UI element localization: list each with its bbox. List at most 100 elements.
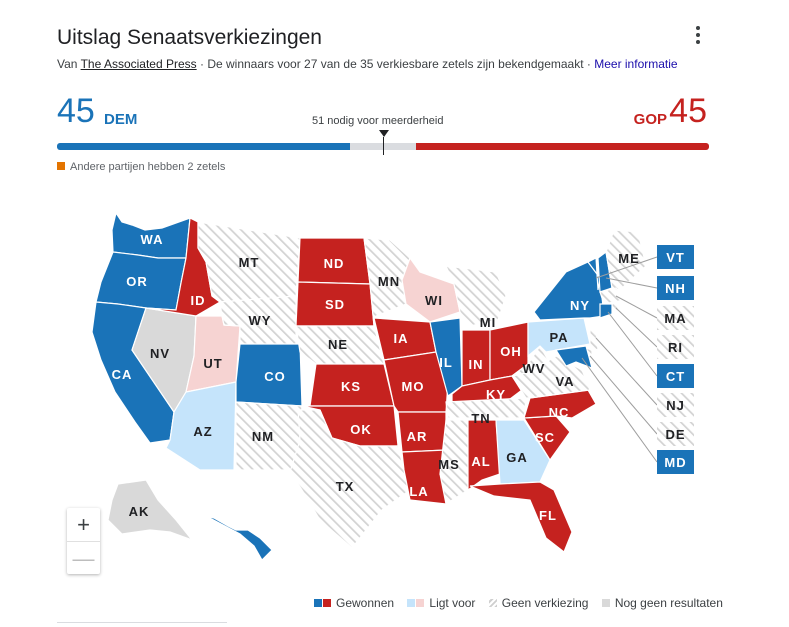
source-prefix: Van [57, 57, 78, 71]
state-label-nd: ND [324, 256, 345, 271]
callout-line-de [589, 355, 658, 435]
state-ga[interactable] [495, 419, 551, 485]
callout-box-vt[interactable] [657, 245, 694, 269]
bottom-divider [57, 622, 227, 623]
state-wv[interactable] [511, 344, 549, 377]
state-label-id: ID [191, 293, 206, 308]
page-title: Uitslag Senaatsverkiezingen [57, 26, 322, 49]
others-note: Andere partijen hebben 2 zetels [57, 161, 225, 173]
callout-box-md[interactable] [657, 450, 694, 474]
state-label-ga: GA [506, 450, 528, 465]
legend-swatch-hatch [488, 598, 497, 607]
callout-line-vt [595, 256, 658, 279]
state-label-mo: MO [402, 379, 425, 394]
state-wi[interactable] [401, 256, 461, 323]
legend-swatch-gop [323, 598, 331, 607]
callout-line-ri [615, 307, 658, 348]
state-ms[interactable] [439, 419, 469, 505]
state-nj[interactable] [589, 320, 599, 351]
state-label-tx: TX [336, 479, 355, 494]
zoom-out-button[interactable]: — [72, 546, 95, 571]
callout-box-ri[interactable] [657, 335, 694, 359]
state-al[interactable] [467, 419, 501, 492]
state-label-ms: MS [438, 457, 460, 472]
state-label-la: LA [409, 484, 428, 499]
state-ca[interactable] [91, 301, 175, 444]
state-label-oh: OH [500, 344, 522, 359]
dem-label: DEM [104, 111, 138, 128]
legend-won-label: Gewonnen [336, 596, 395, 610]
majority-marker-icon [379, 130, 389, 137]
more-info-link[interactable]: Meer informatie [594, 57, 678, 71]
state-label-ak: AK [129, 504, 150, 519]
majority-text: 51 nodig voor meerderheid [312, 115, 444, 127]
legend-leading-label: Ligt voor [429, 596, 476, 610]
state-label-ia: IA [394, 331, 409, 346]
source-link[interactable]: The Associated Press [80, 57, 197, 71]
state-label-il: IL [439, 355, 453, 370]
callout-box-ct[interactable] [657, 364, 694, 388]
state-ak[interactable] [107, 479, 194, 542]
legend-swatch-dem-lean [407, 598, 416, 607]
legend-no-election: Geen verkiezing [488, 596, 589, 610]
callout-label-de: DE [665, 427, 685, 442]
state-hi[interactable] [205, 515, 273, 561]
state-label-wa: WA [141, 232, 164, 247]
state-label-wi: WI [425, 293, 443, 308]
state-label-wv: WV [523, 361, 546, 376]
seat-bar-dem [57, 143, 351, 150]
legend: Gewonnen Ligt voor Geen verkiezing Nog g… [314, 596, 733, 610]
legend-no-results-label: Nog geen resultaten [614, 596, 723, 610]
state-label-ks: KS [341, 379, 361, 394]
state-label-hi: HI [229, 545, 244, 560]
callout-label-ct: CT [666, 369, 685, 384]
state-fl[interactable] [469, 481, 573, 553]
state-label-ca: CA [112, 367, 133, 382]
callout-label-nh: NH [665, 281, 686, 296]
legend-swatch-no-results [601, 598, 610, 607]
state-label-tn: TN [471, 411, 490, 426]
legend-swatch-dem [314, 598, 322, 607]
callout-line-ma [615, 295, 658, 319]
state-label-ar: AR [407, 429, 428, 444]
callout-box-nj[interactable] [657, 393, 694, 417]
state-label-az: AZ [193, 424, 212, 439]
legend-leading: Ligt voor [407, 596, 475, 610]
others-square-icon [57, 162, 65, 171]
state-label-co: CO [264, 369, 286, 384]
state-ct[interactable] [599, 303, 613, 319]
callout-label-nj: NJ [666, 398, 685, 413]
state-label-nv: NV [150, 346, 170, 361]
state-label-ok: OK [350, 422, 372, 437]
callout-box-nh[interactable] [657, 276, 694, 300]
others-text: Andere partijen hebben 2 zetels [70, 161, 226, 173]
callout-box-de[interactable] [657, 422, 694, 446]
state-me[interactable] [605, 229, 647, 291]
state-wy[interactable] [219, 295, 297, 345]
state-label-me: ME [618, 251, 640, 266]
seat-bar-gop [415, 143, 709, 150]
state-label-pa: PA [549, 330, 568, 345]
legend-no-election-label: Geen verkiezing [501, 596, 589, 610]
callout-box-ma[interactable] [657, 306, 694, 330]
state-label-mn: MN [378, 274, 400, 289]
callout-line-nj [595, 337, 658, 406]
state-label-va: VA [555, 374, 574, 389]
callout-line-ct [607, 311, 658, 377]
state-label-ut: UT [203, 356, 222, 371]
state-ri[interactable] [611, 301, 619, 313]
state-label-nm: NM [252, 429, 274, 444]
state-vt[interactable] [587, 257, 601, 291]
zoom-in-button[interactable]: + [67, 508, 100, 542]
state-md[interactable] [554, 345, 593, 369]
state-mi[interactable] [445, 265, 507, 327]
state-tx[interactable] [289, 409, 411, 549]
callout-line-md [581, 357, 658, 463]
source-line: Van The Associated Press · De winnaars v… [57, 57, 678, 71]
legend-swatch-gop-lean [416, 598, 425, 607]
legend-won: Gewonnen [314, 596, 394, 610]
dem-seat-count: 45 [57, 92, 95, 130]
source-suffix: · De winnaars voor 27 van de 35 verkiesb… [200, 57, 591, 71]
more-options-icon[interactable] [690, 26, 706, 48]
